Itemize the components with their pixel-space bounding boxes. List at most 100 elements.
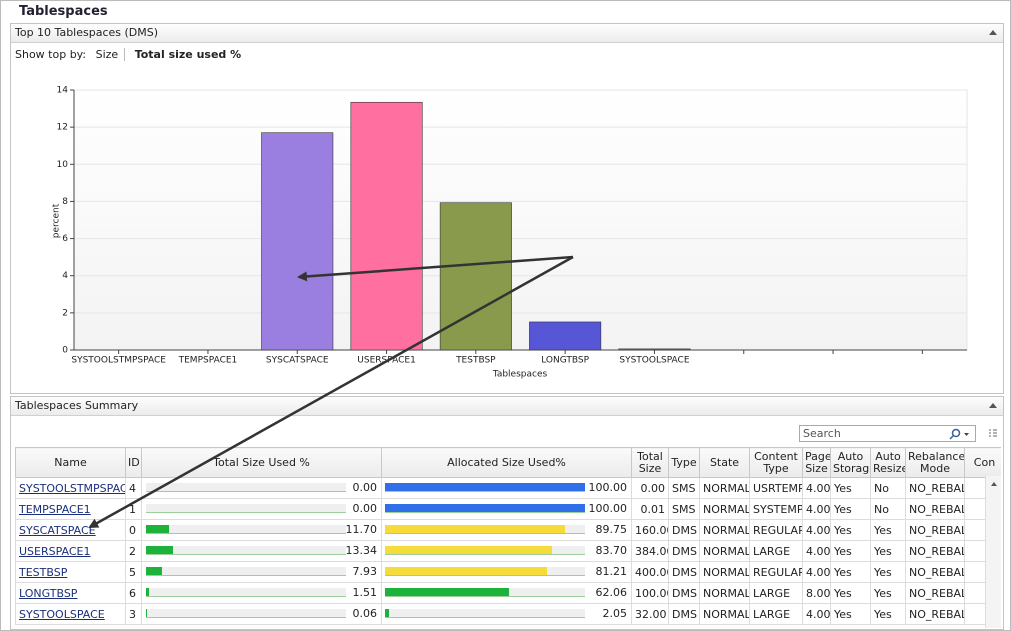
search-box[interactable]: Search [799,425,976,442]
cell-text: Yes [834,544,852,558]
cell-text: NO_REBAL [909,481,965,495]
cell-value: 0.00 [352,481,378,494]
table-cell: NORMAL [699,477,750,499]
table-cell: NO_REBAL [905,540,965,562]
y-tick-label: 6 [62,234,68,244]
table-row[interactable]: USERSPACE1 2 13.34 83.70 384.00 DMS NORMALLARG… [15,540,1001,562]
collapse-button[interactable] [989,30,997,35]
search-icon[interactable] [949,428,971,440]
cell-text: SYSTEMP [753,502,803,516]
label: Show top by: [15,48,87,61]
option-used[interactable]: Total size used % [134,48,242,61]
cell-text: REGULAR [753,565,803,579]
cell-text: DMS [672,586,697,600]
table-cell: DMS [668,540,700,562]
table-cell: Yes [870,603,906,625]
column-header[interactable]: Auto Resize [870,447,906,478]
tablespace-link[interactable]: TESTBSP [19,565,68,579]
cell-value: 81.21 [595,565,628,578]
cell-text: 8.00 [806,586,831,600]
cell-text: No [874,481,889,495]
bar [439,202,512,351]
bar [529,321,602,351]
cell-bar [146,567,162,575]
table-cell: SYSTEMP [749,498,803,520]
table-row[interactable]: SYSTOOLSPACE 3 0.06 2.05 32.00 DMS NORMAL LARGE… [15,603,1001,625]
bar-track [146,567,346,576]
table-cell: 0.00 [631,477,669,499]
bar-track [146,588,346,597]
column-chooser[interactable] [988,428,998,438]
cell-text: 100.00 [635,586,668,600]
column-header[interactable]: Auto Storage [830,447,871,478]
table-cell: SYSTOOLSTMPSPACE [15,477,126,499]
cell-value: 13.34 [345,544,378,557]
table-cell: 0.01 [631,498,669,520]
table-cell: NORMAL [699,519,750,541]
table-cell: 4.00 [802,477,831,499]
table-cell: Yes [830,519,871,541]
column-header[interactable]: State [699,447,750,478]
table-cell: NORMAL [699,498,750,520]
table-cell: 83.70 [381,540,632,562]
cell-text: Yes [834,523,852,537]
tablespace-link[interactable]: SYSTOOLSTMPSPACE [19,481,126,495]
scrollbar[interactable] [985,476,1001,628]
column-header[interactable]: Total Size [631,447,669,478]
panel-title: Tablespaces Summary [15,399,139,412]
cell-text: LARGE [753,607,791,621]
tablespace-link[interactable]: USERSPACE1 [19,544,91,558]
column-header[interactable]: Name [15,447,126,478]
column-header[interactable]: Rebalancer Mode [905,447,965,478]
table-cell: NO_REBAL [905,498,965,520]
tablespace-link[interactable]: SYSTOOLSPACE [19,607,105,621]
table-row[interactable]: TESTBSP 5 7.93 81.21 400.00 DMS NORMALREGULAR4… [15,561,1001,583]
x-tick-label: TEMPSPACE1 [178,356,238,366]
tablespace-link[interactable]: LONGTBSP [19,586,78,600]
cell-text: NO_REBAL [909,607,965,621]
column-header[interactable]: Content Type [749,447,803,478]
cell-text: NORMAL [703,586,750,600]
bar-track [146,546,346,555]
cell-text: Yes [874,565,892,579]
column-header[interactable]: Con [964,447,1001,478]
cell-text: 4.00 [806,502,831,516]
option-size[interactable]: Size [95,48,126,61]
table-cell: TESTBSP [15,561,126,583]
table-cell: No [870,477,906,499]
panel-header: Tablespaces Summary [11,397,1003,416]
table-cell: REGULAR [749,561,803,583]
bar-track [146,483,346,492]
table-cell: NORMAL [699,561,750,583]
table-cell: 5 [125,561,142,583]
cell-text: REGULAR [753,523,803,537]
table-cell: 4.00 [802,540,831,562]
table-cell: 8.00 [802,582,831,604]
cell-text: NO_REBAL [909,523,965,537]
table-row[interactable]: SYSCATSPACE 0 11.70 89.75 160.00 DMS NORMALREG… [15,519,1001,541]
collapse-button[interactable] [989,403,997,408]
column-header[interactable]: Allocated Size Used% [381,447,632,478]
cell-text: Yes [874,607,892,621]
table-cell: 89.75 [381,519,632,541]
cell-value: 7.93 [352,565,378,578]
bar-track [146,609,346,618]
cell-bar [385,546,553,554]
column-header[interactable]: Type [668,447,700,478]
summary-table: Name ID Total Size Used % Allocated Size Us… [15,447,1001,625]
show-top-by: Show top by: Size Total size used % [15,48,241,61]
table-cell: 100.00 [381,477,632,499]
column-header[interactable]: ID [125,447,142,478]
table-row[interactable]: TEMPSPACE1 1 0.00 100.00 0.01 SMS NORMAL SYSTEM… [15,498,1001,520]
tablespace-link[interactable]: TEMPSPACE1 [19,502,91,516]
cell-bar [385,483,585,491]
cell-bar [146,546,173,554]
cell-value: 100.00 [588,481,628,494]
column-header[interactable]: Page Size [802,447,831,478]
tablespace-link[interactable]: SYSCATSPACE [19,523,96,537]
table-cell: 100.00 [631,582,669,604]
column-header[interactable]: Total Size Used % [141,447,382,478]
table-row[interactable]: SYSTOOLSTMPSPACE 4 0.00 100.00 0.00 SMS NORMAL… [15,477,1001,499]
table-cell: 2 [125,540,142,562]
